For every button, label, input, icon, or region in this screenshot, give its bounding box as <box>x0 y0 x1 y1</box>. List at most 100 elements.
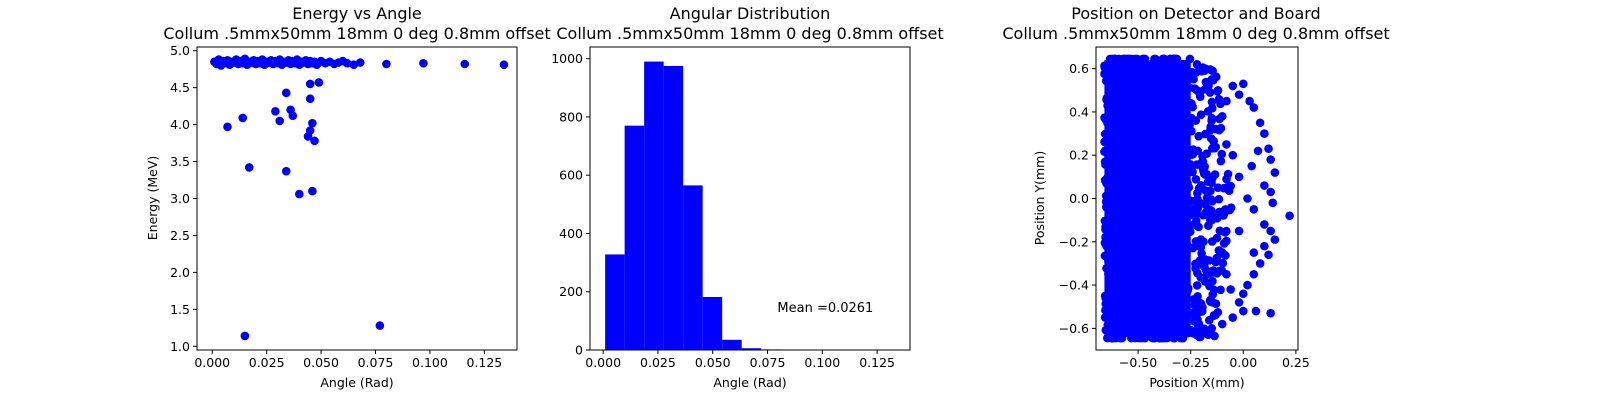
data-point <box>1264 144 1273 154</box>
data-point <box>1193 291 1202 301</box>
data-point <box>1191 264 1200 273</box>
data-point <box>240 331 250 341</box>
data-point <box>1249 103 1259 112</box>
histogram-bar <box>683 185 703 350</box>
data-point <box>1193 203 1203 213</box>
data-point <box>1182 205 1191 215</box>
data-point <box>1205 296 1215 305</box>
data-point <box>1100 313 1110 322</box>
data-point <box>1101 76 1111 86</box>
y-axis-ticks: 0 200 400 600 800 1000 <box>551 51 590 358</box>
data-point <box>1186 196 1196 206</box>
y-tick-label: 600 <box>559 168 583 183</box>
data-point <box>1184 183 1194 192</box>
data-point <box>308 186 317 196</box>
data-point <box>1191 116 1201 125</box>
data-point <box>1234 172 1244 182</box>
data-point <box>288 111 298 121</box>
data-point <box>1102 95 1111 105</box>
histogram-bar <box>722 339 742 350</box>
data-point <box>1270 235 1280 244</box>
x-axis-label: Position X(mm) <box>1149 375 1244 390</box>
data-point <box>1188 243 1198 253</box>
data-point <box>1196 110 1206 119</box>
data-point <box>314 78 324 87</box>
chart-subtitle: Collum .5mmx50mm 18mm 0 deg 0.8mm offset <box>1002 24 1389 43</box>
data-point <box>1196 328 1206 337</box>
chart-title: Energy vs Angle <box>292 4 422 23</box>
data-point <box>1186 310 1196 319</box>
histogram-bar <box>741 348 762 350</box>
data-point <box>1213 183 1223 192</box>
x-tick-label: 0.125 <box>466 355 502 370</box>
data-point <box>1222 140 1231 149</box>
data-point <box>1266 155 1275 164</box>
y-tick-label: 4.0 <box>170 117 190 132</box>
data-point <box>1217 111 1227 121</box>
data-point <box>382 59 391 69</box>
x-tick-label: 0.100 <box>412 355 448 370</box>
data-point <box>1199 262 1209 272</box>
data-point <box>1104 129 1113 139</box>
x-tick-label: 0.25 <box>1282 355 1310 370</box>
data-point <box>1210 331 1219 341</box>
y-tick-label: 1000 <box>551 51 583 66</box>
chart-title: Angular Distribution <box>670 4 831 23</box>
data-point <box>1222 269 1231 279</box>
data-point <box>1197 307 1207 316</box>
data-point <box>1221 205 1230 214</box>
x-axis-ticks: −0.50 −0.25 0.00 0.25 <box>1119 350 1310 370</box>
data-point <box>1213 85 1223 95</box>
y-tick-label: 0.0 <box>1069 191 1089 206</box>
scatter-points <box>210 54 509 341</box>
data-point <box>1150 54 1159 64</box>
data-point <box>1222 96 1231 106</box>
data-point <box>295 189 304 199</box>
data-point <box>1207 324 1217 333</box>
data-point <box>1211 257 1221 267</box>
data-point <box>1215 226 1225 236</box>
chart-title: Position on Detector and Board <box>1071 4 1320 23</box>
data-point <box>1100 175 1110 185</box>
x-tick-label: −0.50 <box>1119 355 1157 370</box>
data-point <box>1234 90 1244 99</box>
data-point <box>1103 213 1113 223</box>
data-point <box>1253 146 1263 156</box>
data-point <box>1194 222 1203 232</box>
data-point <box>1249 205 1259 214</box>
y-tick-label: 400 <box>559 226 583 241</box>
data-point <box>1185 83 1195 92</box>
y-tick-label: 4.5 <box>170 80 190 95</box>
data-point <box>349 60 359 70</box>
data-point <box>1251 306 1261 316</box>
data-point <box>275 116 285 126</box>
plot-frame <box>589 46 911 351</box>
data-point <box>1260 220 1269 229</box>
data-point <box>305 79 315 89</box>
data-point <box>1204 81 1213 91</box>
data-point <box>1206 186 1215 196</box>
data-point <box>1255 118 1265 128</box>
x-axis-label: Angle (Rad) <box>320 375 393 390</box>
y-tick-label: 3.0 <box>170 191 190 206</box>
y-axis-label: Energy (MeV) <box>145 156 160 241</box>
y-tick-label: 0 <box>575 343 583 358</box>
data-point <box>1140 54 1150 64</box>
data-point <box>1201 64 1210 73</box>
y-tick-label: 0.6 <box>1069 61 1089 76</box>
data-point <box>375 321 385 330</box>
histogram-bar <box>663 65 684 350</box>
data-point <box>1266 226 1275 236</box>
data-point <box>1214 194 1224 204</box>
data-point <box>1116 333 1125 343</box>
data-point <box>1245 96 1254 106</box>
data-point <box>1169 333 1178 343</box>
x-tick-label: 0.025 <box>640 355 676 370</box>
y-tick-label: −0.2 <box>1059 234 1089 249</box>
data-point <box>1247 161 1257 171</box>
data-point <box>1192 60 1202 69</box>
data-point <box>1209 137 1218 146</box>
data-point <box>1208 276 1217 286</box>
plot-frame <box>1095 46 1299 351</box>
data-point <box>1101 293 1110 303</box>
